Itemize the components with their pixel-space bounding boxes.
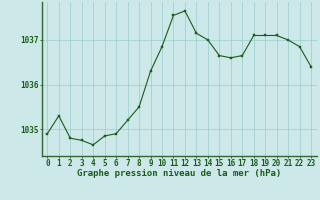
X-axis label: Graphe pression niveau de la mer (hPa): Graphe pression niveau de la mer (hPa) bbox=[77, 169, 281, 178]
